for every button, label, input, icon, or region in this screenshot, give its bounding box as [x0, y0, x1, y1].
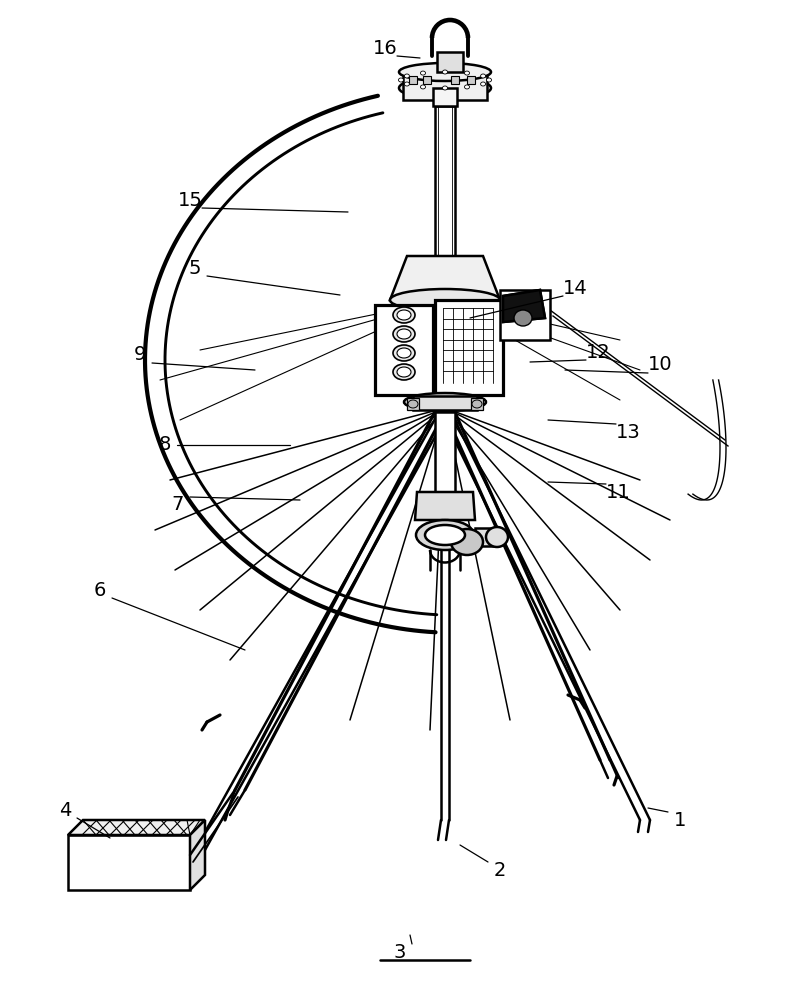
Ellipse shape [390, 289, 500, 311]
Ellipse shape [481, 82, 486, 86]
Text: 7: 7 [172, 495, 185, 514]
Bar [423, 76, 431, 84]
Text: 10: 10 [648, 356, 672, 374]
Bar [435, 300, 503, 395]
Text: 16: 16 [372, 38, 397, 57]
Bar [407, 398, 419, 410]
Ellipse shape [404, 393, 486, 411]
Bar [471, 398, 483, 410]
Ellipse shape [472, 400, 482, 408]
Ellipse shape [416, 520, 474, 550]
Ellipse shape [397, 329, 411, 339]
Ellipse shape [420, 71, 426, 75]
Ellipse shape [404, 74, 409, 78]
Bar [500, 290, 550, 340]
Ellipse shape [393, 307, 415, 323]
Polygon shape [390, 256, 500, 300]
Text: 5: 5 [189, 258, 201, 277]
Ellipse shape [514, 310, 532, 326]
Ellipse shape [397, 310, 411, 320]
Polygon shape [190, 820, 205, 890]
Text: 9: 9 [133, 346, 146, 364]
Ellipse shape [451, 529, 483, 555]
Bar [375, 305, 433, 395]
Ellipse shape [393, 326, 415, 342]
Ellipse shape [397, 367, 411, 377]
Ellipse shape [397, 348, 411, 358]
Text: 8: 8 [159, 436, 171, 454]
Bar [467, 76, 475, 84]
Ellipse shape [393, 364, 415, 380]
Ellipse shape [393, 345, 415, 361]
Ellipse shape [464, 85, 470, 89]
Ellipse shape [443, 70, 447, 74]
Text: 3: 3 [394, 942, 406, 962]
Bar [409, 76, 417, 84]
Ellipse shape [399, 63, 491, 81]
Bar [435, 412, 455, 492]
Text: 6: 6 [93, 580, 106, 599]
Polygon shape [503, 290, 545, 322]
Bar [435, 106, 455, 256]
Ellipse shape [464, 71, 470, 75]
Bar [475, 528, 497, 546]
Text: 15: 15 [177, 190, 202, 210]
Ellipse shape [425, 525, 465, 545]
Text: 12: 12 [586, 342, 610, 361]
Bar [437, 52, 463, 72]
Bar [451, 76, 459, 84]
Polygon shape [68, 835, 190, 890]
Text: 4: 4 [59, 800, 71, 820]
Bar [433, 88, 457, 106]
Ellipse shape [399, 78, 403, 82]
Ellipse shape [486, 527, 508, 547]
Ellipse shape [420, 85, 426, 89]
Text: 1: 1 [674, 810, 686, 830]
Bar [403, 72, 487, 100]
Polygon shape [503, 290, 545, 322]
Polygon shape [415, 492, 475, 520]
Ellipse shape [443, 86, 447, 90]
Text: 11: 11 [606, 483, 630, 502]
Text: 13: 13 [615, 422, 640, 442]
Polygon shape [68, 820, 205, 835]
Bar [413, 396, 477, 410]
Text: 14: 14 [562, 278, 587, 298]
Ellipse shape [399, 77, 491, 99]
Ellipse shape [487, 78, 491, 82]
Ellipse shape [408, 400, 418, 408]
Ellipse shape [404, 82, 409, 86]
Text: 2: 2 [494, 860, 507, 880]
Ellipse shape [481, 74, 486, 78]
